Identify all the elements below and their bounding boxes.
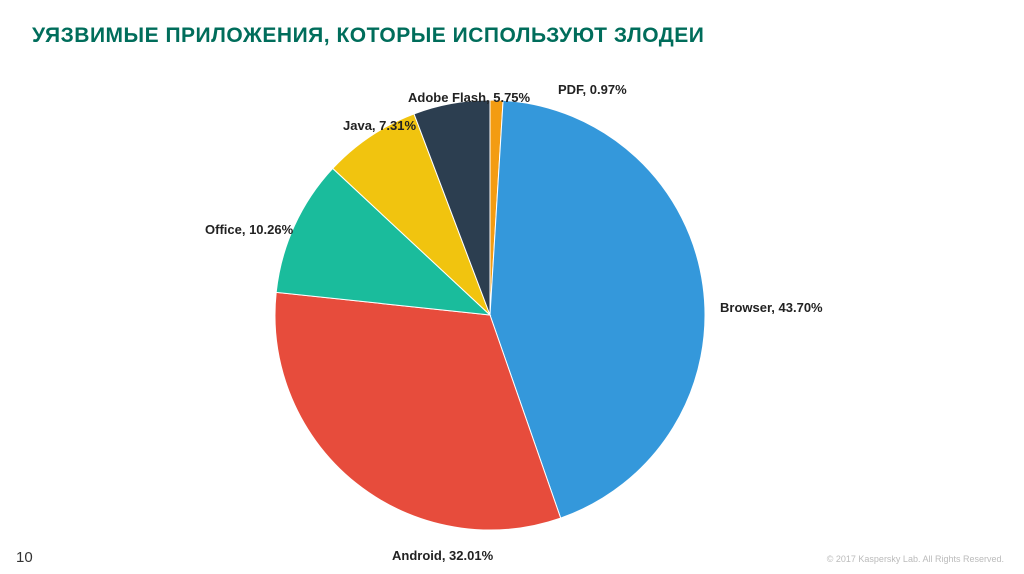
- slice-label-browser: Browser, 43.70%: [720, 300, 823, 315]
- slice-label-java: Java, 7.31%: [343, 118, 416, 133]
- slice-label-adobe-flash: Adobe Flash, 5.75%: [408, 90, 530, 105]
- copyright-text: © 2017 Kaspersky Lab. All Rights Reserve…: [827, 554, 1004, 564]
- pie-chart: PDF, 0.97% Browser, 43.70% Android, 32.01%…: [0, 0, 1024, 574]
- page-number: 10: [16, 549, 33, 566]
- slice-label-office: Office, 10.26%: [205, 222, 293, 237]
- slice-label-pdf: PDF, 0.97%: [558, 82, 627, 97]
- slice-label-android: Android, 32.01%: [392, 548, 493, 563]
